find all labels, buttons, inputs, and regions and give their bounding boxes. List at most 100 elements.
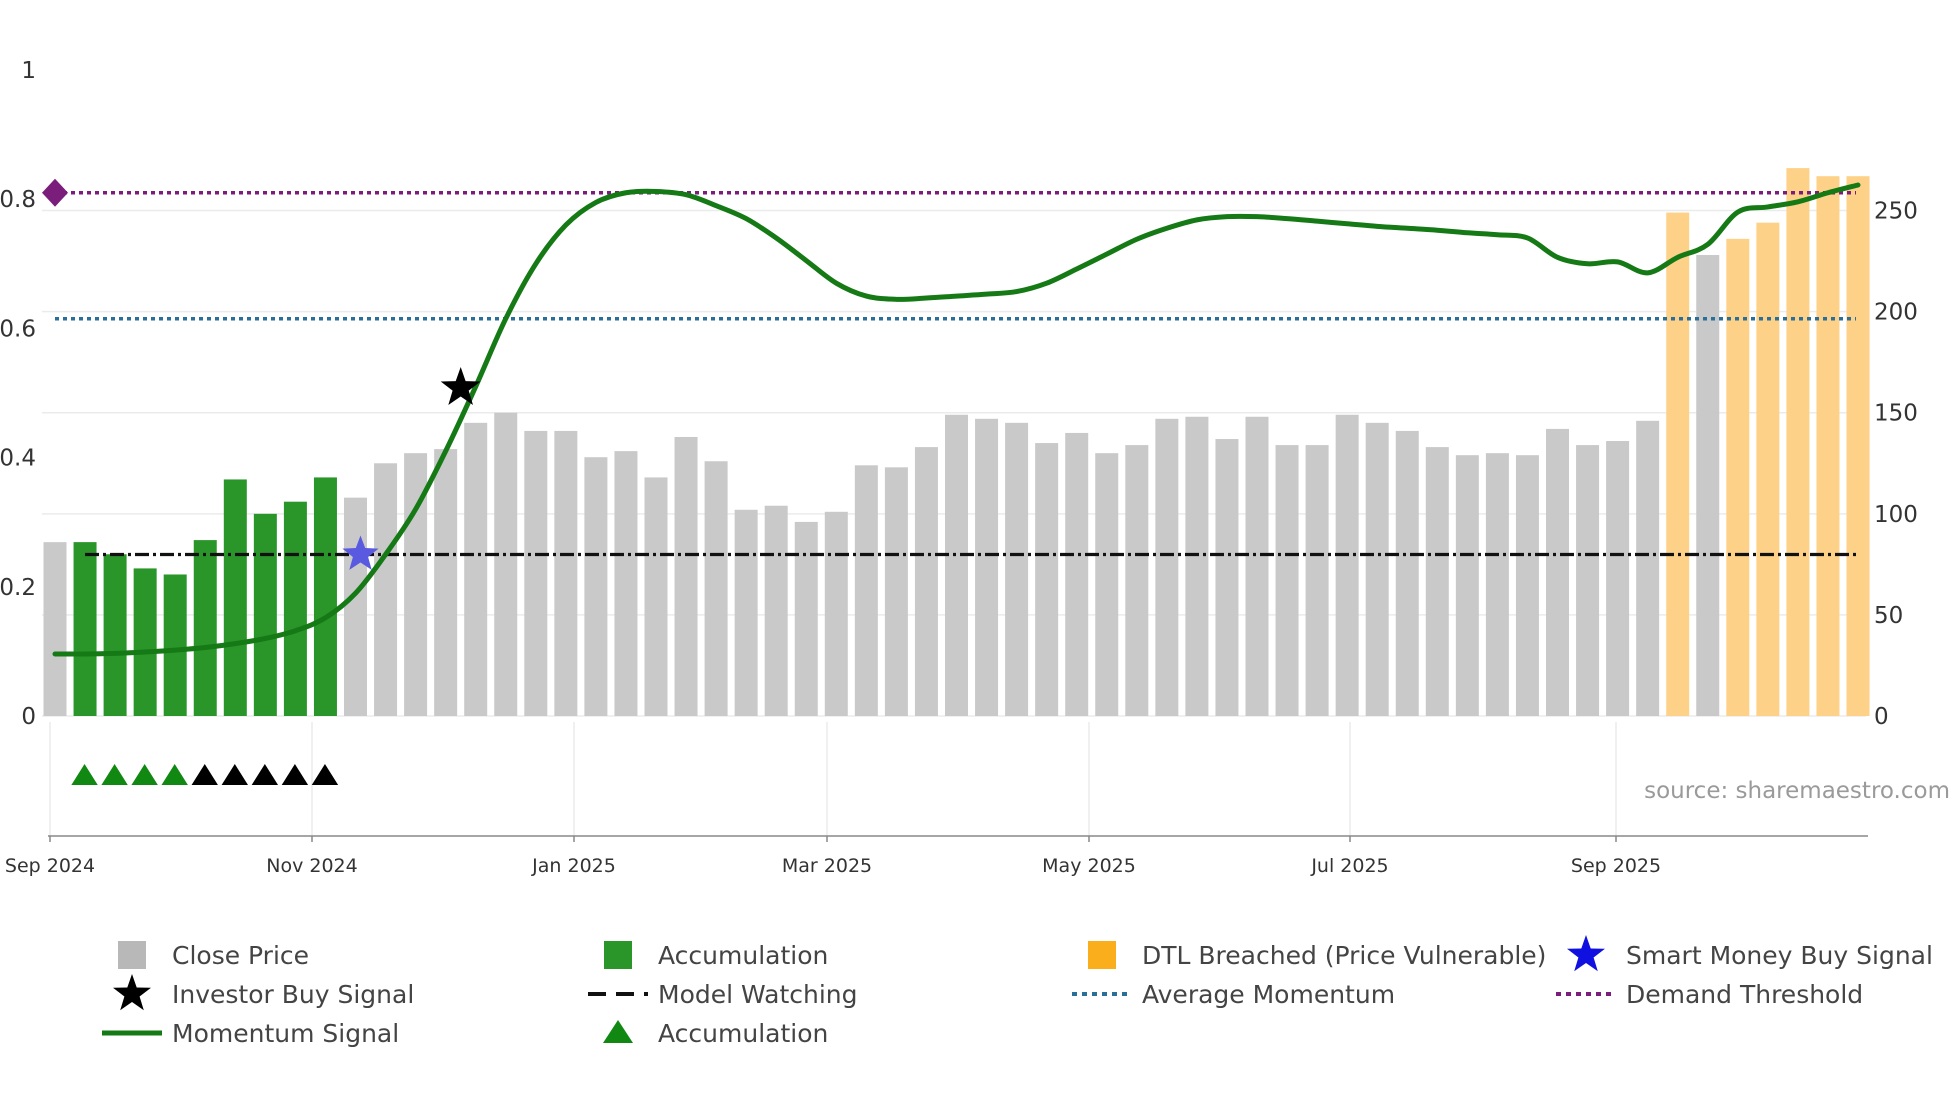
bar-dtl [1786,168,1810,716]
bar-accumulation [133,568,157,716]
bar-close [614,451,638,716]
bar-close [1425,447,1449,716]
investor-buy-signal-marker [440,367,481,405]
bar-close [734,509,758,716]
bar-accumulation [103,554,127,716]
bar-accumulation [253,513,277,716]
y-right-tick-label: 250 [1874,199,1918,225]
y-right-tick-label: 0 [1874,704,1889,730]
bar-close [674,436,698,716]
bar-dtl [1666,212,1690,717]
legend-label: Model Watching [658,980,858,1009]
bar-dtl [1846,176,1870,716]
bar-dtl [1756,222,1780,716]
bar-close [824,511,848,716]
bar-close [584,457,608,716]
legend-item-momentum: Momentum Signal [102,1019,399,1048]
bar-close [1185,416,1209,716]
accumulation-marker-green [101,764,128,785]
bar-close [1215,439,1239,716]
bar-close [1155,418,1179,716]
legend-label: Smart Money Buy Signal [1626,941,1933,970]
bar-close [43,542,67,716]
accumulation-marker-black [191,764,218,785]
y-left-tick-label: 1 [21,58,36,84]
legend-item-demand: Demand Threshold [1556,980,1863,1009]
legend-label: Accumulation [658,1019,828,1048]
accumulation-marker-black [251,764,279,785]
momentum-signal-line [52,182,1861,657]
bar-close [764,505,788,716]
y-right-tick-label: 100 [1874,502,1918,528]
momentum-line-group [52,182,1861,657]
accumulation-marker-green [131,764,158,785]
accumulation-marker-green [71,764,98,785]
bar-accumulation [193,540,217,716]
x-tick-label: May 2025 [1042,855,1136,877]
bar-accumulation [163,574,187,716]
smart-money-buy-signal-marker [342,535,379,570]
x-tick-label: Nov 2024 [266,855,357,877]
legend-item-smart_money: Smart Money Buy Signal [1567,935,1933,972]
bar-close [1455,455,1479,716]
legend-star-icon [113,974,151,1011]
y-right-tick-label: 200 [1874,300,1918,326]
bar-close [1606,441,1630,716]
bar-close [1305,445,1329,716]
y-left-tick-label: 0.8 [0,187,36,213]
legend-label: Investor Buy Signal [172,980,414,1009]
legend-label: Accumulation [658,941,828,970]
y-right-tick-label: 150 [1874,401,1918,427]
legend-label: Momentum Signal [172,1019,399,1048]
bar-close [1035,443,1059,716]
legend-item-accumulation_marker: Accumulation [603,1019,828,1048]
price-bars [43,168,1870,717]
axes: 0 0.2 0.4 0.6 0.8 1 0 50 100 150 200 250 Sep 2024 Nov… [0,58,1918,877]
legend-swatch [604,941,632,969]
legend-item-close: Close Price [118,941,309,970]
legend-star-icon [1567,935,1605,972]
bar-close [524,430,548,716]
source-label: source: sharemaestro.com [1644,778,1950,804]
x-tick-label: Jul 2025 [1310,855,1388,877]
bar-close [1245,416,1269,716]
bar-close [945,414,968,716]
legend-swatch [118,941,146,969]
legend-label: Average Momentum [1142,980,1395,1009]
accumulation-marker-black [221,764,248,785]
bar-close [344,497,367,716]
bar-close [1365,422,1389,716]
bar-dtl [1816,176,1840,716]
legend-item-dtl: DTL Breached (Price Vulnerable) [1088,941,1546,970]
signal-markers [42,178,481,570]
reference-lines [55,190,1860,557]
bar-close [1335,414,1359,716]
y-left-tick-label: 0 [21,704,36,730]
bar-close [1395,430,1419,716]
bar-close [1095,453,1119,716]
x-tick-label: Mar 2025 [782,855,872,877]
bar-close [1576,445,1600,716]
legend-label: Close Price [172,941,309,970]
bar-close [374,463,398,716]
legend-swatch [1088,941,1116,969]
bar-accumulation [313,477,337,716]
y-left-tick-label: 0.6 [0,316,36,342]
y-left-tick-label: 0.4 [0,446,36,472]
bar-close [554,430,578,716]
bar-close [434,449,458,716]
bar-close [975,418,999,716]
x-tick-label: Sep 2024 [5,855,95,877]
bar-close [1636,420,1660,716]
accumulation-panel [71,764,339,785]
bar-close [854,465,878,716]
bar-close [644,477,668,716]
bar-close [914,447,938,716]
bar-close [1125,445,1149,716]
bar-close [1275,445,1299,716]
legend-item-watching: Model Watching [588,980,858,1009]
legend-label: Demand Threshold [1626,980,1863,1009]
bar-accumulation [223,479,247,716]
legend-triangle-icon [603,1020,633,1043]
